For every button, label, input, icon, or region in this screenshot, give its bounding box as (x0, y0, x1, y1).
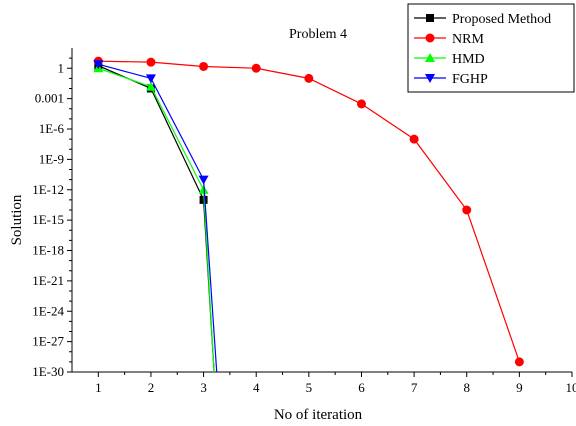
y-tick-label: 1 (58, 60, 65, 75)
x-tick-label: 3 (200, 380, 207, 395)
marker-circle (199, 62, 208, 71)
y-tick-label: 1E-24 (32, 303, 64, 318)
legend-label: FGHP (452, 72, 488, 87)
y-tick-label: 0.001 (35, 91, 64, 106)
legend-label: HMD (452, 52, 485, 67)
y-tick-label: 1E-12 (32, 182, 64, 197)
x-tick-label: 6 (358, 380, 365, 395)
marker-circle (304, 74, 313, 83)
legend: Proposed Method NRM HMD FGHP (408, 4, 574, 92)
y-tick-label: 1E-15 (32, 212, 64, 227)
y-axis-label: Solution (9, 194, 25, 245)
x-tick-label: 5 (306, 380, 313, 395)
x-tick-label: 4 (253, 380, 260, 395)
x-axis-label: No of iteration (274, 407, 363, 421)
x-tick-label: 7 (411, 380, 418, 395)
marker-circle (357, 99, 366, 108)
marker-circle (462, 206, 471, 215)
legend-label: NRM (452, 32, 484, 47)
y-tick-label: 1E-27 (32, 334, 64, 349)
marker-circle (410, 135, 419, 144)
marker-circle (426, 34, 435, 43)
y-tick-label: 1E-18 (32, 243, 64, 258)
x-tick-label: 1 (95, 380, 102, 395)
y-tick-label: 1E-6 (39, 121, 65, 136)
y-tick-label: 1E-9 (39, 151, 64, 166)
marker-circle (146, 58, 155, 67)
chart-title: Problem 4 (289, 27, 347, 42)
legend-label: Proposed Method (452, 12, 551, 27)
x-tick-label: 2 (148, 380, 155, 395)
x-tick-label: 9 (516, 380, 523, 395)
x-tick-label: 8 (463, 380, 470, 395)
marker-circle (515, 357, 524, 366)
marker-square (426, 14, 434, 22)
x-tick-label: 10 (566, 380, 576, 395)
y-tick-label: 1E-30 (32, 364, 64, 379)
y-tick-label: 1E-21 (32, 273, 64, 288)
marker-circle (252, 64, 261, 73)
